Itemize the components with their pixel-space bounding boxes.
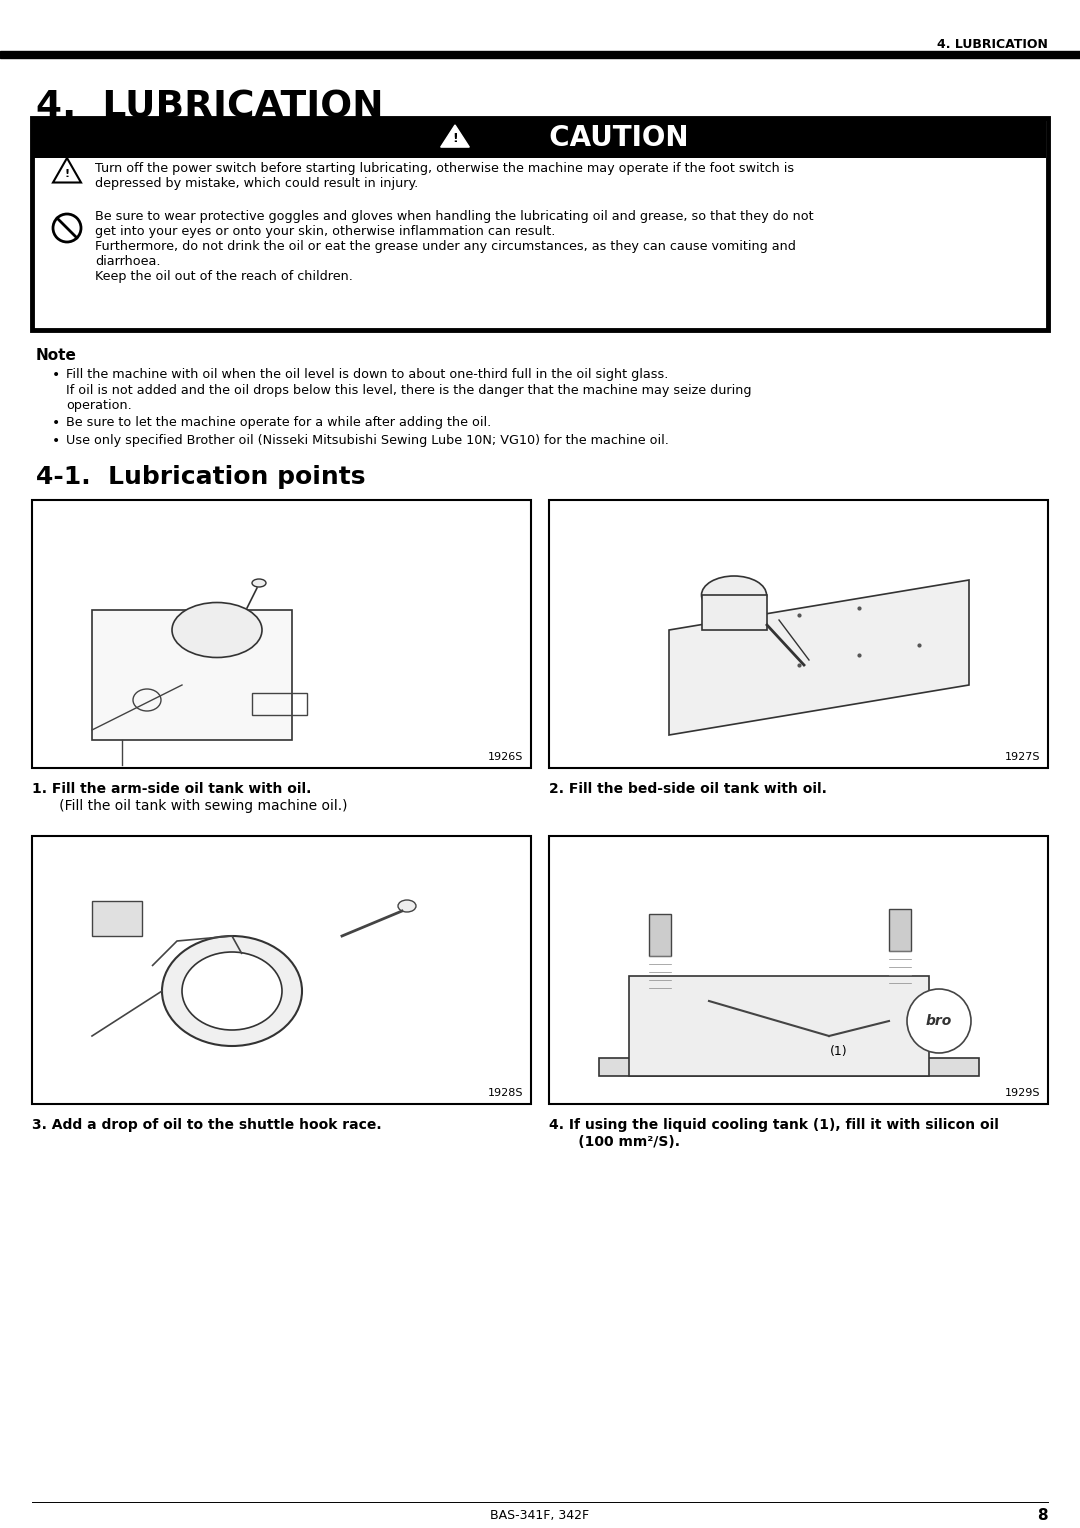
Text: bro: bro	[926, 1015, 953, 1028]
Text: •: •	[52, 416, 60, 429]
Text: !: !	[65, 170, 69, 179]
Text: (100 mm²/S).: (100 mm²/S).	[549, 1135, 680, 1149]
Bar	[889, 909, 912, 950]
Text: 4.  LUBRICATION: 4. LUBRICATION	[36, 90, 383, 125]
Text: (Fill the oil tank with sewing machine oil.): (Fill the oil tank with sewing machine o…	[46, 799, 348, 813]
Polygon shape	[669, 581, 969, 735]
Ellipse shape	[702, 576, 767, 614]
Bar	[599, 1057, 978, 1076]
Bar	[649, 914, 671, 957]
Bar	[92, 902, 141, 937]
Ellipse shape	[162, 937, 302, 1047]
Text: (1): (1)	[831, 1045, 848, 1057]
Bar	[32, 118, 1048, 330]
Text: •: •	[52, 368, 60, 382]
Text: 1926S: 1926S	[488, 752, 523, 762]
Bar	[702, 594, 767, 630]
Text: CAUTION: CAUTION	[530, 124, 689, 151]
Bar	[33, 118, 1047, 157]
Bar	[32, 836, 531, 1105]
Ellipse shape	[399, 900, 416, 912]
Text: •: •	[52, 434, 60, 448]
Ellipse shape	[183, 952, 282, 1030]
Text: Turn off the power switch before starting lubricating, otherwise the machine may: Turn off the power switch before startin…	[95, 162, 794, 189]
Bar	[32, 500, 531, 769]
Text: BAS-341F, 342F: BAS-341F, 342F	[490, 1508, 590, 1522]
Text: Note: Note	[36, 348, 77, 364]
Text: 4-1.  Lubrication points: 4-1. Lubrication points	[36, 465, 365, 489]
Bar	[549, 500, 1048, 769]
Bar	[549, 836, 1048, 1105]
Text: Fill the machine with oil when the oil level is down to about one-third full in : Fill the machine with oil when the oil l…	[66, 368, 669, 380]
Text: !: !	[453, 133, 458, 145]
Polygon shape	[441, 125, 470, 147]
Text: 1. Fill the arm-side oil tank with oil.: 1. Fill the arm-side oil tank with oil.	[32, 782, 311, 796]
Text: Be sure to let the machine operate for a while after adding the oil.: Be sure to let the machine operate for a…	[66, 416, 491, 429]
Polygon shape	[53, 157, 81, 182]
Text: If oil is not added and the oil drops below this level, there is the danger that: If oil is not added and the oil drops be…	[66, 384, 752, 413]
Bar	[0, 50, 1080, 58]
Ellipse shape	[172, 602, 262, 657]
Bar	[92, 610, 292, 740]
Text: 1927S: 1927S	[1004, 752, 1040, 762]
Ellipse shape	[252, 579, 266, 587]
Text: 8: 8	[1038, 1508, 1048, 1522]
Circle shape	[907, 989, 971, 1053]
Text: 4. If using the liquid cooling tank (1), fill it with silicon oil: 4. If using the liquid cooling tank (1),…	[549, 1118, 999, 1132]
Polygon shape	[629, 976, 929, 1076]
Text: 4. LUBRICATION: 4. LUBRICATION	[937, 38, 1048, 50]
Text: 2. Fill the bed-side oil tank with oil.: 2. Fill the bed-side oil tank with oil.	[549, 782, 827, 796]
Text: 1929S: 1929S	[1004, 1088, 1040, 1099]
Text: 3. Add a drop of oil to the shuttle hook race.: 3. Add a drop of oil to the shuttle hook…	[32, 1118, 381, 1132]
Text: Use only specified Brother oil (Nisseki Mitsubishi Sewing Lube 10N; VG10) for th: Use only specified Brother oil (Nisseki …	[66, 434, 669, 448]
Bar	[252, 694, 307, 715]
Text: 1928S: 1928S	[487, 1088, 523, 1099]
Text: Be sure to wear protective goggles and gloves when handling the lubricating oil : Be sure to wear protective goggles and g…	[95, 209, 813, 283]
